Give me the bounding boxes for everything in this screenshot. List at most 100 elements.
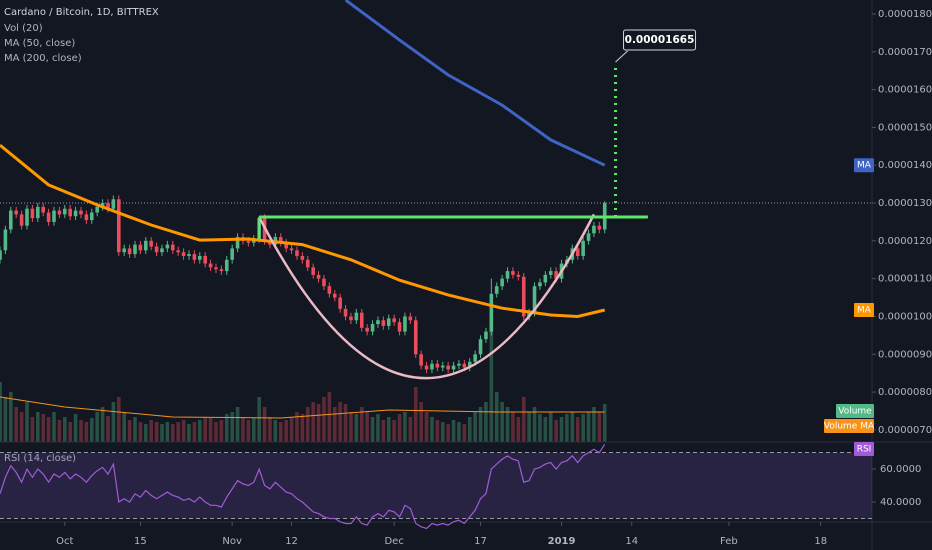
- candle-body: [52, 210, 56, 222]
- candle-body: [381, 320, 386, 326]
- candle-body: [505, 271, 510, 279]
- volume-bar: [100, 407, 105, 442]
- volume-bar: [359, 407, 364, 442]
- volume-bar: [57, 420, 62, 442]
- candle-body: [349, 316, 353, 321]
- candle-body: [543, 274, 548, 283]
- candle-body: [187, 254, 191, 256]
- rsi-band: [0, 452, 872, 519]
- candle-body: [408, 316, 413, 321]
- axis-tag: [854, 158, 874, 173]
- volume-bar: [230, 412, 234, 442]
- candle-body: [284, 242, 288, 249]
- volume-bar: [424, 412, 429, 442]
- candle-body: [489, 293, 494, 332]
- volume-bar: [122, 412, 126, 442]
- volume-bar: [305, 407, 310, 442]
- candle-body: [586, 233, 591, 241]
- rsi-tick-label: 40.0000: [880, 497, 921, 508]
- candle-body: [597, 225, 602, 230]
- candle-body: [494, 286, 499, 294]
- volume-bar: [143, 424, 148, 442]
- volume-bar: [370, 417, 375, 442]
- axis-tag-label: MA: [857, 161, 872, 171]
- volume-bar: [246, 420, 251, 442]
- rsi-tick-label: 60.0000: [880, 464, 921, 475]
- candle-body: [149, 240, 153, 247]
- candle-body: [214, 267, 218, 270]
- candle-body: [435, 363, 440, 368]
- candle-body: [467, 361, 472, 368]
- volume-bar: [365, 412, 369, 442]
- volume-bar: [219, 420, 224, 442]
- candle-body: [57, 210, 62, 215]
- candle-body: [138, 244, 143, 251]
- volume-bar: [95, 412, 99, 442]
- candle-body: [100, 203, 105, 207]
- candle-body: [106, 203, 110, 209]
- candle-body: [354, 312, 359, 321]
- candle-body: [170, 244, 175, 251]
- x-tick-label: 2019: [548, 536, 576, 547]
- volume-bar: [52, 412, 56, 442]
- volume-bar: [149, 420, 153, 442]
- candle-body: [516, 274, 521, 277]
- volume-bar: [62, 417, 67, 442]
- volume-bar: [381, 420, 386, 442]
- candle-body: [397, 322, 402, 332]
- volume-bar: [478, 407, 483, 442]
- volume-bar: [241, 417, 245, 442]
- volume-bar: [224, 414, 229, 442]
- candle-body: [311, 267, 315, 275]
- x-tick-label: Nov: [222, 536, 242, 547]
- callout-box: [623, 29, 697, 51]
- volume-ma-line: [0, 396, 605, 419]
- candle-body: [122, 248, 126, 253]
- candle-body: [538, 282, 542, 287]
- candle-body: [3, 229, 8, 251]
- candle-body: [219, 269, 224, 272]
- legend-entry: Vol (20): [4, 23, 43, 34]
- candle-body: [14, 210, 18, 215]
- x-tick-label: Feb: [720, 536, 738, 547]
- volume-bar: [548, 412, 553, 442]
- volume-bar: [521, 397, 526, 442]
- x-tick-label: 18: [814, 536, 827, 547]
- axis-tag-label: Volume MA: [824, 422, 875, 432]
- candle-body: [413, 320, 418, 355]
- volume-bar: [289, 417, 294, 442]
- volume-bar: [575, 417, 580, 442]
- volume-bar: [386, 417, 391, 442]
- axis-tag: [824, 419, 874, 433]
- volume-bar: [527, 412, 531, 442]
- volume-bar: [597, 412, 602, 442]
- candle-body: [197, 255, 202, 260]
- candle-body: [575, 248, 580, 256]
- chart-title: Cardano / Bitcoin, 1D, BITTREX: [4, 7, 159, 18]
- axis-tag: [854, 303, 874, 318]
- volume-bar: [349, 412, 353, 442]
- volume-bar: [46, 417, 51, 442]
- candle-body: [548, 271, 553, 275]
- volume-bar: [278, 422, 283, 442]
- volume-bar: [554, 420, 558, 442]
- candle-body: [300, 255, 305, 260]
- volume-bar: [235, 407, 240, 442]
- legend-entry: RSI (14, close): [4, 453, 76, 464]
- candle-body: [127, 248, 132, 255]
- volume-bar: [79, 420, 83, 442]
- candle-body: [478, 339, 483, 355]
- volume-bar: [484, 402, 488, 442]
- candle-body: [154, 246, 159, 253]
- volume-bar: [570, 412, 575, 442]
- x-tick-label: 15: [134, 536, 147, 547]
- volume-bar: [316, 404, 321, 442]
- candle-body: [25, 208, 29, 226]
- volume-bar: [586, 412, 591, 442]
- candle-body: [0, 250, 2, 260]
- volume-bar: [332, 407, 337, 442]
